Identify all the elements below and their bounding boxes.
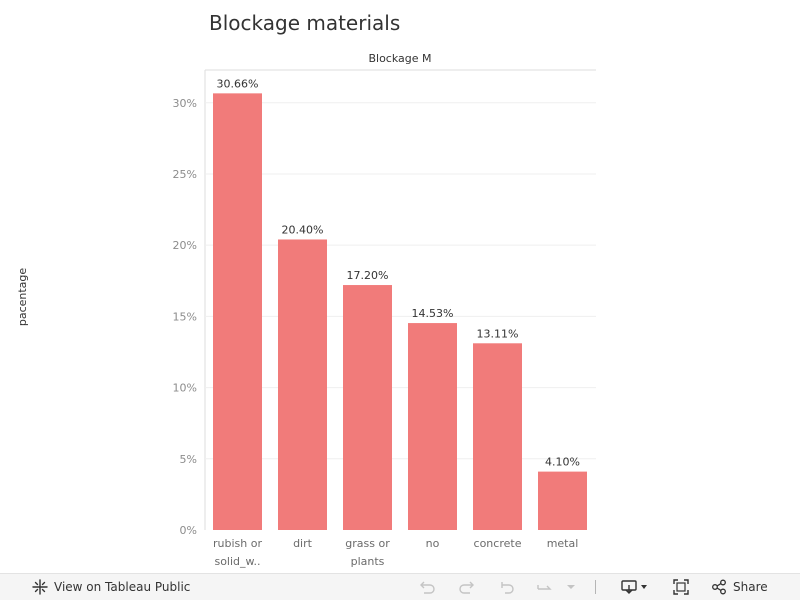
fullscreen-button[interactable] [672, 574, 690, 600]
bar[interactable] [408, 323, 457, 530]
revert-button[interactable] [498, 574, 516, 600]
y-tick-label: 5% [180, 453, 197, 466]
data-label: 17.20% [347, 269, 389, 282]
y-tick-label: 10% [173, 382, 197, 395]
y-tick-label: 20% [173, 239, 197, 252]
undo-button[interactable] [418, 574, 436, 600]
category-label: concrete [474, 537, 522, 550]
y-axis-title: pacentage [16, 268, 29, 327]
refresh-button[interactable] [535, 574, 555, 600]
share-button[interactable]: Share [711, 574, 768, 600]
category-label: solid_w.. [214, 555, 260, 568]
download-icon [620, 579, 650, 595]
share-label: Share [733, 580, 768, 594]
bar-chart: Blockage M pacentage 0% 5% 10% 15% 20% 25% 30%… [16, 52, 596, 568]
category-label: metal [547, 537, 579, 550]
column-header: Blockage M [368, 52, 431, 65]
category-label: plants [351, 555, 385, 568]
bar[interactable] [213, 93, 262, 531]
fullscreen-icon [672, 579, 690, 595]
category-label: dirt [293, 537, 313, 550]
y-axis-ticks: 0% 5% 10% 15% 20% 25% 30% [173, 97, 197, 537]
data-label: 20.40% [282, 223, 324, 236]
download-button[interactable] [620, 574, 650, 600]
bar[interactable] [473, 343, 522, 530]
tableau-toolbar: View on Tableau Public [0, 573, 800, 600]
y-tick-label: 15% [173, 310, 197, 323]
redo-icon [458, 579, 476, 595]
share-icon [711, 579, 727, 595]
data-labels: 30.66% 20.40% 17.20% 14.53% 13.11% 4.10% [217, 77, 580, 468]
view-on-tableau-public-label: View on Tableau Public [54, 580, 191, 594]
y-tick-label: 25% [173, 168, 197, 181]
revert-icon [498, 579, 516, 595]
data-label: 4.10% [545, 456, 580, 469]
category-label: grass or [345, 537, 390, 550]
data-label: 14.53% [412, 307, 454, 320]
category-labels: rubish or solid_w.. dirt grass or plants no co… [213, 537, 578, 568]
chart-title: Blockage materials [209, 11, 401, 35]
bar[interactable] [278, 239, 327, 530]
data-label: 13.11% [477, 327, 519, 340]
redo-button[interactable] [458, 574, 476, 600]
gridlines [205, 102, 596, 460]
bar[interactable] [343, 285, 392, 530]
refresh-icon [535, 579, 555, 595]
toolbar-divider [595, 580, 596, 594]
undo-icon [418, 579, 436, 595]
data-label: 30.66% [217, 77, 259, 90]
tableau-logo-icon [32, 579, 48, 595]
bars [213, 93, 587, 531]
pause-updates-dropdown[interactable] [566, 574, 576, 600]
category-label: rubish or [213, 537, 262, 550]
y-tick-label: 30% [173, 97, 197, 110]
view-on-tableau-public-link[interactable]: View on Tableau Public [32, 574, 190, 600]
y-tick-label: 0% [180, 524, 197, 537]
chevron-down-icon [566, 579, 576, 595]
bar[interactable] [538, 471, 587, 530]
category-label: no [426, 537, 440, 550]
